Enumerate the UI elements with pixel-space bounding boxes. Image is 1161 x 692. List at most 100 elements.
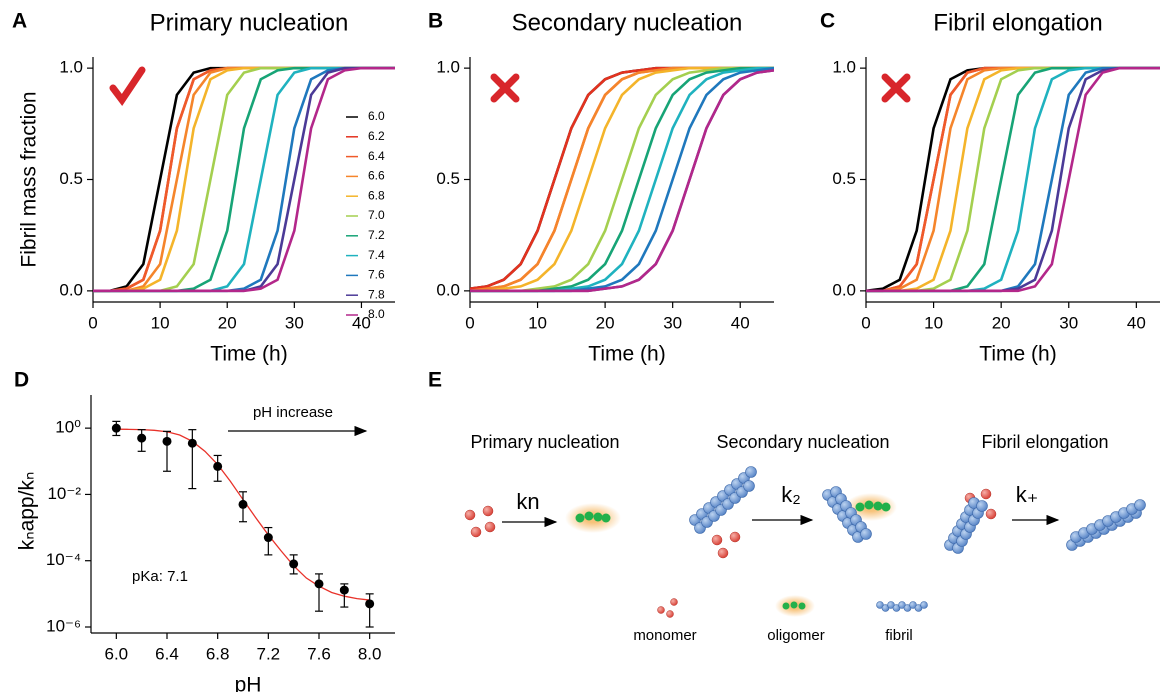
x-tick-label: 6.4 bbox=[155, 644, 179, 663]
panel-label: A bbox=[12, 10, 27, 33]
legend-label: 6.2 bbox=[368, 129, 385, 143]
fibrils bbox=[689, 466, 1146, 612]
x-tick-label: 40 bbox=[731, 313, 750, 332]
x-tick-label: 30 bbox=[285, 313, 304, 332]
x-tick-label: 10 bbox=[528, 313, 547, 332]
step-title: Secondary nucleation bbox=[716, 432, 889, 452]
y-tick-label: 0.5 bbox=[436, 169, 460, 188]
y-tick-label: 1.0 bbox=[59, 58, 83, 77]
y-tick-label: 0.5 bbox=[832, 169, 856, 188]
series-line bbox=[866, 66, 1160, 293]
panel-label: D bbox=[14, 369, 29, 392]
series-line bbox=[866, 66, 1160, 293]
series-line bbox=[866, 66, 1160, 293]
step-title: Fibril elongation bbox=[981, 432, 1108, 452]
series-line bbox=[93, 66, 395, 293]
cross-mark bbox=[490, 73, 520, 103]
data-point bbox=[365, 599, 375, 609]
x-tick-label: 30 bbox=[1059, 313, 1078, 332]
data-point bbox=[111, 423, 121, 433]
series-line bbox=[93, 66, 395, 293]
series-line bbox=[93, 66, 395, 293]
y-tick-label: 0.0 bbox=[436, 280, 460, 299]
legend-label: 6.6 bbox=[368, 169, 385, 183]
series-line bbox=[866, 66, 1160, 293]
data-point bbox=[213, 461, 223, 471]
x-axis-label: Time (h) bbox=[210, 343, 287, 366]
x-tick-label: 0 bbox=[465, 313, 474, 332]
x-tick-label: 40 bbox=[1127, 313, 1146, 332]
annotation: pKa: 7.1 bbox=[132, 568, 188, 585]
series-line bbox=[93, 66, 395, 293]
legend-label: 8.0 bbox=[368, 307, 385, 321]
series-line bbox=[93, 66, 395, 293]
chart-title: Secondary nucleation bbox=[512, 9, 743, 36]
legend-label: monomer bbox=[633, 627, 696, 644]
series-line bbox=[93, 66, 395, 293]
series-line bbox=[93, 66, 395, 293]
legend-label: 7.0 bbox=[368, 208, 385, 222]
y-tick-label: 10⁻⁴ bbox=[46, 550, 81, 569]
y-tick-label: 1.0 bbox=[832, 58, 856, 77]
series-line bbox=[93, 66, 395, 293]
x-axis-label: pH bbox=[235, 674, 262, 692]
series-line bbox=[866, 66, 1160, 293]
series-line bbox=[470, 69, 774, 293]
rate-constant: k₊ bbox=[1016, 482, 1039, 507]
diagram: Primary nucleation Secondary nucleation … bbox=[464, 432, 1146, 644]
legend-label: fibril bbox=[885, 627, 913, 644]
x-tick-label: 20 bbox=[218, 313, 237, 332]
x-tick-label: 10 bbox=[924, 313, 943, 332]
rate-constant: k₂ bbox=[781, 482, 801, 507]
chart-title: Primary nucleation bbox=[150, 9, 349, 36]
x-tick-label: 10 bbox=[151, 313, 170, 332]
y-axis-label: kₙapp/kₙ bbox=[16, 472, 39, 551]
legend-label: 6.4 bbox=[368, 149, 385, 163]
legend-label: 7.8 bbox=[368, 287, 385, 301]
x-tick-label: 0 bbox=[88, 313, 97, 332]
x-axis-label: Time (h) bbox=[979, 343, 1056, 366]
check-mark bbox=[109, 66, 146, 107]
x-tick-label: 20 bbox=[992, 313, 1011, 332]
annotation: pH increase bbox=[253, 404, 333, 421]
y-tick-label: 10⁻⁶ bbox=[46, 616, 81, 635]
x-axis-label: Time (h) bbox=[588, 343, 665, 366]
rate-constant: kn bbox=[516, 489, 539, 514]
step-title: Primary nucleation bbox=[470, 432, 619, 452]
y-tick-label: 1.0 bbox=[436, 58, 460, 77]
data-point bbox=[238, 499, 248, 509]
panel-label: E bbox=[428, 369, 442, 392]
x-tick-label: 7.6 bbox=[307, 644, 331, 663]
y-tick-label: 0.5 bbox=[59, 169, 83, 188]
x-tick-label: 8.0 bbox=[358, 644, 382, 663]
y-tick-label: 0.0 bbox=[832, 280, 856, 299]
monomers bbox=[464, 488, 997, 618]
y-axis-label: Fibril mass fraction bbox=[18, 91, 41, 267]
x-tick-label: 30 bbox=[663, 313, 682, 332]
x-tick-label: 6.8 bbox=[206, 644, 230, 663]
data-point bbox=[289, 559, 299, 569]
x-tick-label: 7.2 bbox=[257, 644, 281, 663]
series-line bbox=[866, 66, 1160, 293]
series-line bbox=[93, 66, 395, 293]
y-tick-label: 10⁻² bbox=[47, 484, 81, 503]
series-line bbox=[866, 66, 1160, 293]
data-point bbox=[263, 533, 273, 543]
legend-label: 7.4 bbox=[368, 248, 385, 262]
x-tick-label: 40 bbox=[352, 313, 371, 332]
series-line bbox=[93, 66, 395, 293]
legend-label: 6.8 bbox=[368, 188, 385, 202]
data-point bbox=[339, 585, 349, 595]
y-tick-label: 10⁰ bbox=[55, 418, 81, 437]
series-line bbox=[866, 66, 1160, 293]
data-point bbox=[187, 438, 197, 448]
series-line bbox=[866, 66, 1160, 293]
x-tick-label: 6.0 bbox=[105, 644, 129, 663]
legend-label: 6.0 bbox=[368, 109, 385, 123]
y-tick-label: 0.0 bbox=[59, 280, 83, 299]
chart-title: Fibril elongation bbox=[933, 9, 1102, 36]
x-tick-label: 0 bbox=[861, 313, 870, 332]
series-line bbox=[866, 66, 1160, 293]
legend-label: 7.2 bbox=[368, 228, 385, 242]
